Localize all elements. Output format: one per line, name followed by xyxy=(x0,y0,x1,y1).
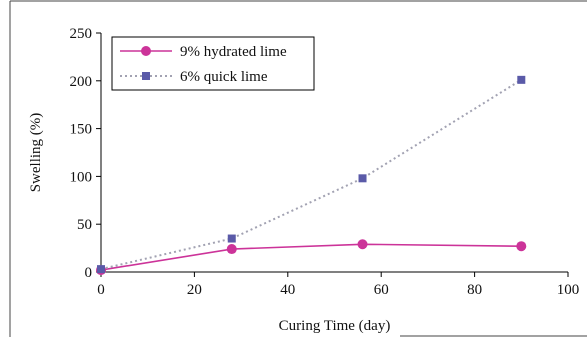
series-2-point xyxy=(358,174,367,183)
legend-box xyxy=(111,36,315,91)
series-1-point xyxy=(226,244,237,255)
series-group xyxy=(96,75,527,276)
x-tick-label: 80 xyxy=(467,282,482,298)
series-1-point xyxy=(516,241,527,252)
legend-marker-2 xyxy=(142,72,150,80)
legend-label-1: 9% hydrated lime xyxy=(180,44,287,60)
series-line-2 xyxy=(100,78,522,271)
x-tick-label: 60 xyxy=(374,282,389,298)
y-tick-label: 150 xyxy=(70,122,93,138)
legend-marker-1 xyxy=(141,46,151,56)
y-tick-label: 200 xyxy=(70,74,93,90)
x-tick-label: 20 xyxy=(187,282,202,298)
x-tick-label: 40 xyxy=(280,282,295,298)
series-2-point xyxy=(97,265,105,274)
y-tick-label: 100 xyxy=(70,169,93,185)
series-2-point xyxy=(227,234,236,243)
y-tick-label: 50 xyxy=(77,217,92,233)
y-axis-title: Swelling (%) xyxy=(28,113,44,193)
ticks-group: 0 20 40 60 80 100 0 50 100 150 200 250 xyxy=(70,26,580,298)
legend-items: 9% hydrated lime 6% quick lime xyxy=(120,44,287,85)
x-axis-title: Curing Time (day) xyxy=(279,318,391,334)
series-line-1 xyxy=(100,243,522,271)
series-2-point xyxy=(517,75,526,84)
legend: 9% hydrated lime 6% quick lime xyxy=(111,36,315,91)
x-tick-label: 0 xyxy=(97,282,105,298)
x-tick-label: 100 xyxy=(557,282,580,298)
series-1-point xyxy=(357,239,368,250)
legend-label-2: 6% quick lime xyxy=(180,69,268,85)
y-tick-label: 0 xyxy=(85,265,93,281)
y-tick-label: 250 xyxy=(70,26,93,42)
